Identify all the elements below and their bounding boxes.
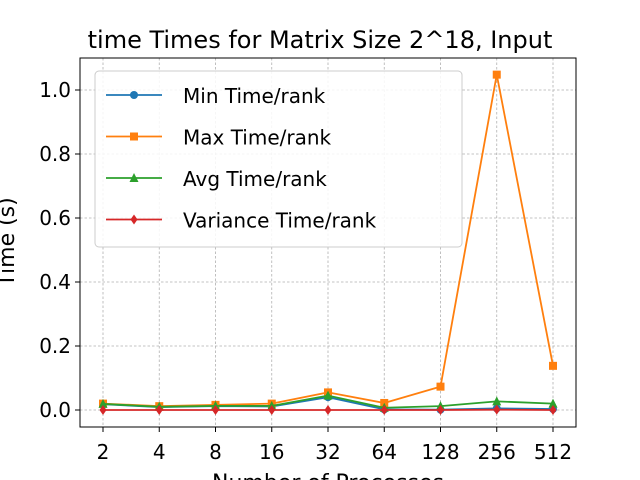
data-point	[380, 405, 388, 415]
legend-label: Min Time/rank	[183, 84, 326, 108]
x-tick-label: 256	[478, 440, 516, 464]
data-point	[549, 361, 557, 370]
legend-label: Max Time/rank	[183, 126, 332, 150]
data-point	[493, 404, 501, 415]
legend-item: Min Time/rank	[106, 84, 326, 108]
x-tick-label: 512	[534, 440, 572, 464]
legend-box	[94, 70, 463, 248]
x-tick-label: 128	[421, 440, 459, 464]
y-tick-label: 0.6	[39, 206, 71, 230]
y-axis-ticks: 0.0 0.2 0.4 0.6 0.8 1.0	[39, 78, 80, 422]
data-point	[324, 405, 332, 415]
y-tick-label: 0.4	[39, 270, 71, 294]
data-point	[436, 382, 445, 391]
x-tick-label: 32	[315, 440, 340, 464]
y-tick-label: 0.0	[39, 398, 71, 422]
data-point	[492, 396, 502, 406]
legend: Min Time/rank Max Time/rank Avg Time/rank V…	[94, 70, 463, 248]
x-tick-label: 8	[209, 440, 222, 464]
x-tick-label: 64	[372, 440, 397, 464]
x-axis-label: Number of Processes	[212, 471, 444, 480]
legend-item: Avg Time/rank	[106, 167, 327, 191]
legend-marker	[130, 91, 138, 99]
legend-item: Variance Time/rank	[106, 209, 377, 233]
data-point	[268, 405, 276, 415]
data-point	[492, 70, 501, 79]
x-axis-ticks: 2 4 8 16 32 64 128 256 512	[97, 427, 572, 464]
y-tick-label: 0.2	[39, 334, 71, 358]
series-layer	[98, 70, 558, 415]
legend-item: Max Time/rank	[106, 126, 332, 150]
y-tick-label: 0.8	[39, 142, 71, 166]
data-point	[437, 405, 444, 415]
y-axis-label: Time (s)	[0, 197, 20, 287]
data-point	[323, 390, 333, 400]
data-point	[212, 405, 219, 415]
series-4	[99, 404, 557, 415]
x-tick-label: 16	[259, 440, 284, 464]
data-point	[155, 405, 163, 415]
legend-marker	[130, 214, 138, 225]
legend-label: Avg Time/rank	[183, 167, 327, 191]
legend-marker	[129, 173, 139, 182]
data-point	[548, 398, 558, 408]
data-point	[549, 405, 557, 415]
x-tick-label: 4	[153, 440, 166, 464]
y-tick-label: 1.0	[39, 78, 71, 102]
x-tick-label: 2	[97, 440, 110, 464]
legend-marker	[130, 132, 138, 141]
data-point	[98, 398, 108, 408]
chart-title: time Times for Matrix Size 2^18, Input	[88, 26, 553, 54]
legend-label: Variance Time/rank	[183, 209, 377, 233]
data-point	[99, 405, 107, 415]
